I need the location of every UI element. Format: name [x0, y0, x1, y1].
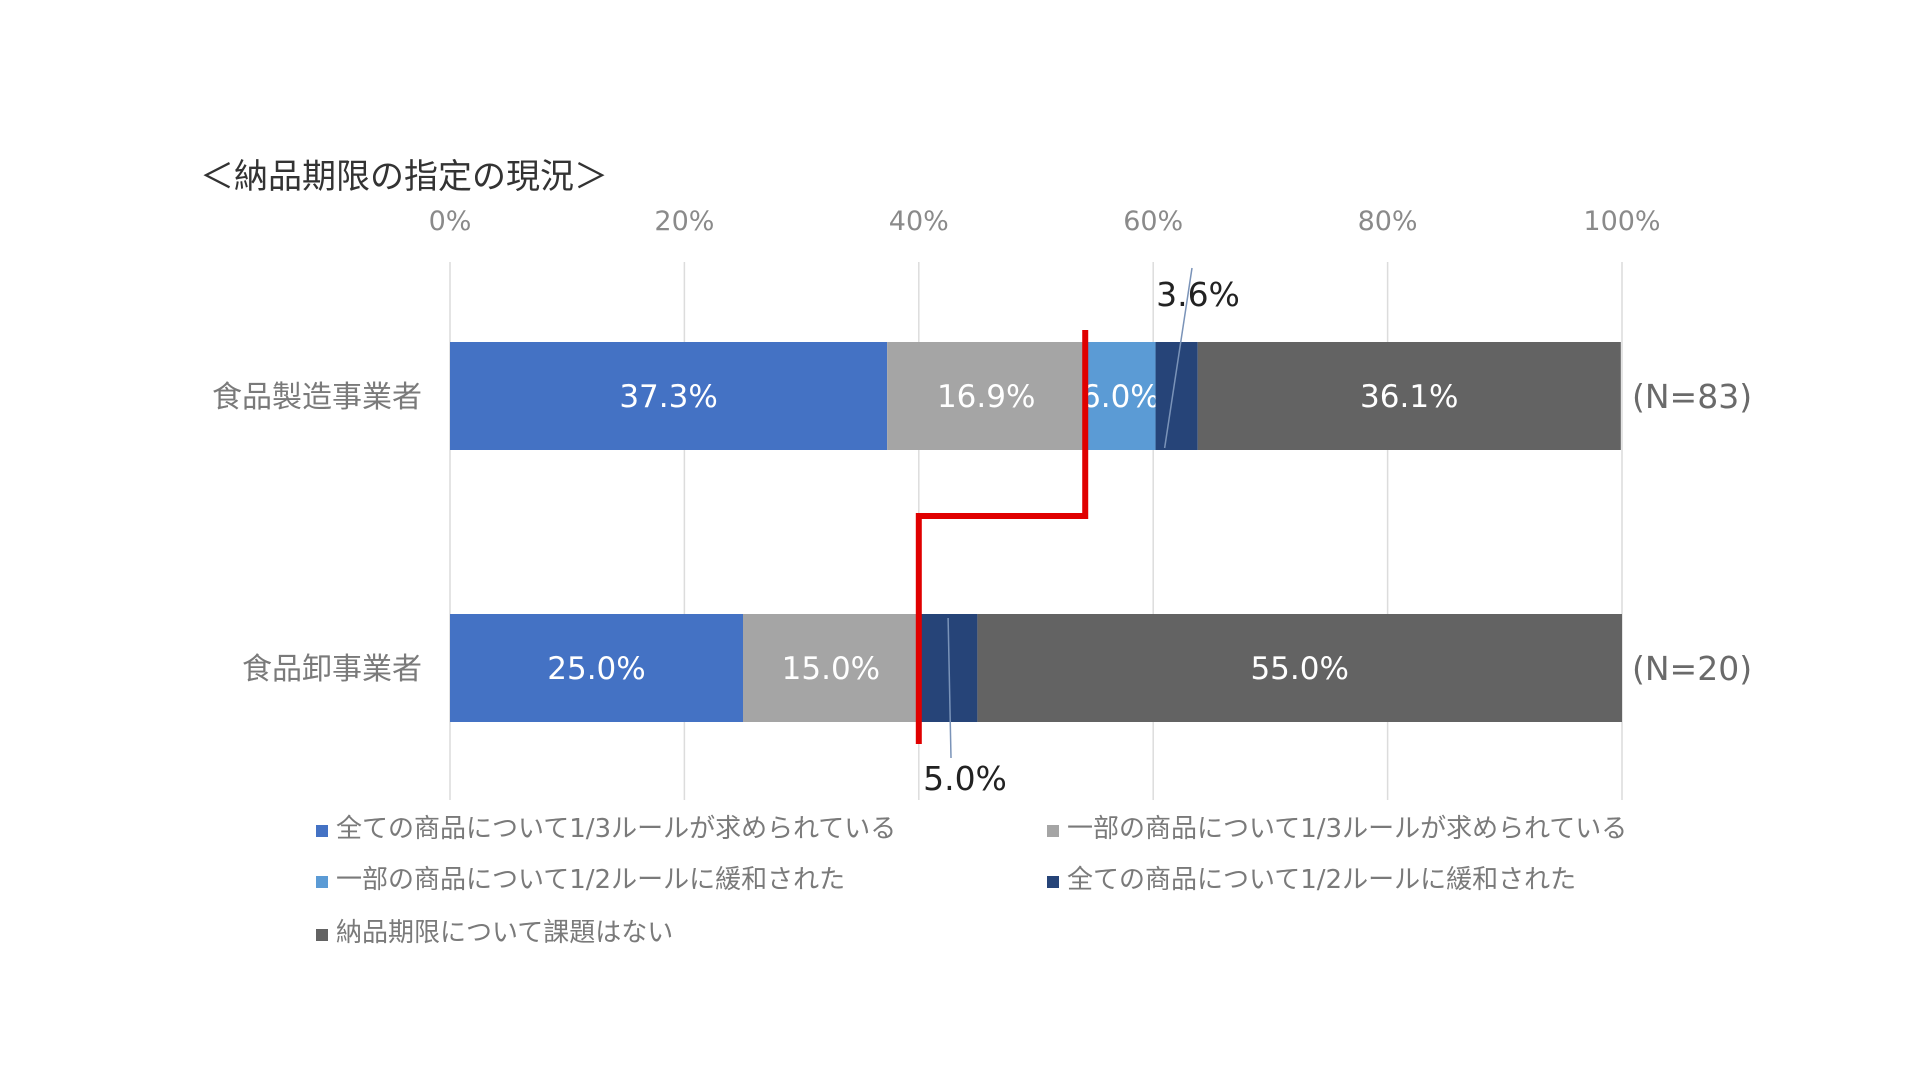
category-label: 食品製造事業者	[212, 380, 422, 415]
legend-swatch	[1047, 876, 1059, 888]
chart-title: ＜納品期限の指定の現況＞	[200, 157, 608, 197]
highlight-step-line	[915, 330, 1089, 744]
sample-size-label: (N=20)	[1632, 649, 1752, 688]
data-label: 36.1%	[1360, 379, 1458, 415]
leader-line	[947, 617, 952, 759]
legend: 全ての商品について1/3ルールが求められている 一部の商品について1/3ルールが求…	[316, 814, 1627, 948]
legend-label: 全ての商品について1/3ルールが求められている	[336, 814, 896, 844]
bar-segment	[743, 614, 919, 722]
legend-swatch	[316, 876, 328, 888]
legend-label: 一部の商品について1/3ルールが求められている	[1067, 814, 1627, 844]
x-tick-label: 100%	[1583, 206, 1660, 237]
bars: 37.3% 16.9% 6.0% 36.1% 25.0% 15.0% 55.0%	[450, 342, 1622, 722]
data-label: 15.0%	[782, 651, 880, 687]
data-label: 16.9%	[937, 379, 1035, 415]
legend-swatch	[316, 825, 328, 837]
x-axis-ticks: 0% 20% 40% 60% 80% 100%	[429, 206, 1661, 237]
data-label: 6.0%	[1081, 379, 1160, 415]
annotation-label: 5.0%	[923, 759, 1007, 798]
legend-swatch	[316, 929, 328, 941]
x-tick-label: 40%	[889, 206, 949, 237]
bar-segment	[450, 614, 743, 722]
sample-size-label: (N=83)	[1632, 377, 1752, 416]
legend-label: 納品期限について課題はない	[336, 918, 673, 948]
x-tick-label: 80%	[1358, 206, 1418, 237]
x-tick-label: 20%	[654, 206, 714, 237]
bar-segment	[977, 614, 1622, 722]
highlight-line	[915, 330, 1089, 744]
bar-segment	[450, 342, 888, 450]
data-label: 25.0%	[547, 651, 645, 687]
x-tick-label: 60%	[1123, 206, 1183, 237]
legend-swatch	[1047, 825, 1059, 837]
category-label: 食品卸事業者	[242, 652, 422, 687]
annotation-label: 3.6%	[1156, 275, 1240, 314]
sample-size-labels: (N=83) (N=20)	[1632, 377, 1752, 688]
bar-segment	[1197, 342, 1621, 450]
leader-line	[1163, 267, 1193, 449]
legend-label: 全ての商品について1/2ルールに緩和された	[1067, 865, 1576, 895]
data-label: 55.0%	[1250, 651, 1348, 687]
bar-segment	[1085, 342, 1156, 450]
x-tick-label: 0%	[429, 206, 472, 237]
data-label: 37.3%	[619, 379, 717, 415]
annotations: 3.6% 5.0%	[923, 267, 1240, 798]
legend-label: 一部の商品について1/2ルールに緩和された	[336, 865, 845, 895]
bar-segment	[887, 342, 1086, 450]
bar-segment	[1155, 342, 1198, 450]
